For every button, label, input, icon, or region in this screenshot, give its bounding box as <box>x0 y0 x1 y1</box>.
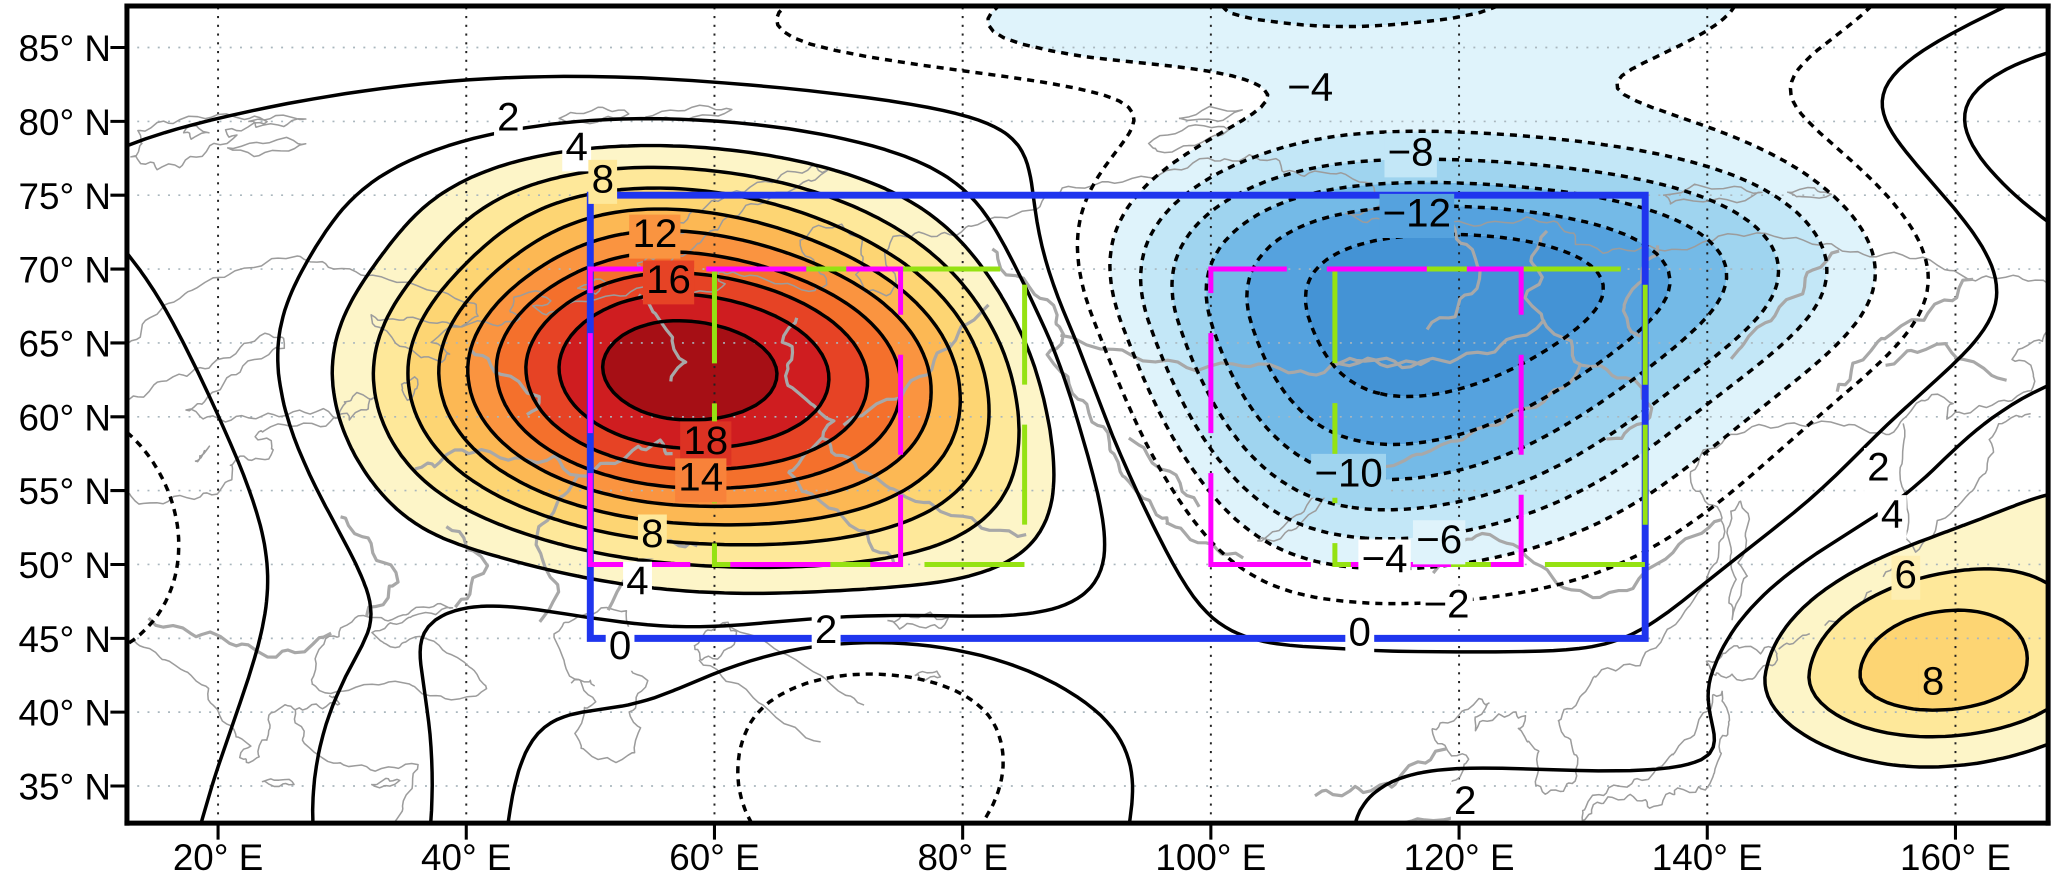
svg-text:45° N: 45° N <box>19 619 111 660</box>
svg-text:55° N: 55° N <box>19 471 111 512</box>
svg-text:16: 16 <box>646 257 691 302</box>
svg-text:18: 18 <box>683 418 728 463</box>
svg-text:75° N: 75° N <box>19 176 111 217</box>
svg-text:−4: −4 <box>1362 536 1408 581</box>
svg-text:2: 2 <box>815 607 837 652</box>
svg-text:50° N: 50° N <box>19 545 111 586</box>
svg-text:35° N: 35° N <box>19 767 111 808</box>
svg-text:0: 0 <box>609 623 631 668</box>
svg-text:80° N: 80° N <box>19 102 111 143</box>
svg-text:−10: −10 <box>1314 450 1382 495</box>
svg-text:4: 4 <box>565 124 587 169</box>
svg-text:14: 14 <box>678 455 723 500</box>
svg-text:2: 2 <box>1454 778 1476 823</box>
svg-text:4: 4 <box>1881 492 1903 537</box>
svg-text:70° N: 70° N <box>19 250 111 291</box>
svg-text:6: 6 <box>1895 552 1917 597</box>
svg-text:85° N: 85° N <box>19 28 111 69</box>
svg-text:4: 4 <box>626 558 648 603</box>
svg-text:2: 2 <box>1867 444 1889 489</box>
svg-text:−8: −8 <box>1388 130 1434 175</box>
svg-text:−12: −12 <box>1383 190 1451 235</box>
svg-text:8: 8 <box>1922 658 1944 703</box>
svg-text:−2: −2 <box>1424 582 1470 627</box>
svg-text:80° E: 80° E <box>917 837 1007 877</box>
svg-text:8: 8 <box>641 511 663 556</box>
svg-text:100° E: 100° E <box>1155 837 1266 877</box>
svg-text:20° E: 20° E <box>173 837 263 877</box>
svg-text:40° E: 40° E <box>421 837 511 877</box>
svg-text:12: 12 <box>632 211 677 256</box>
svg-text:120° E: 120° E <box>1404 837 1515 877</box>
svg-text:−4: −4 <box>1287 65 1333 110</box>
svg-text:160° E: 160° E <box>1900 837 2011 877</box>
svg-text:0: 0 <box>1349 610 1371 655</box>
svg-text:60° N: 60° N <box>19 397 111 438</box>
svg-text:8: 8 <box>592 156 614 201</box>
svg-text:−6: −6 <box>1416 517 1462 562</box>
svg-text:60° E: 60° E <box>669 837 759 877</box>
svg-text:65° N: 65° N <box>19 323 111 364</box>
svg-text:140° E: 140° E <box>1652 837 1763 877</box>
svg-text:2: 2 <box>497 94 519 139</box>
svg-text:40° N: 40° N <box>19 693 111 734</box>
